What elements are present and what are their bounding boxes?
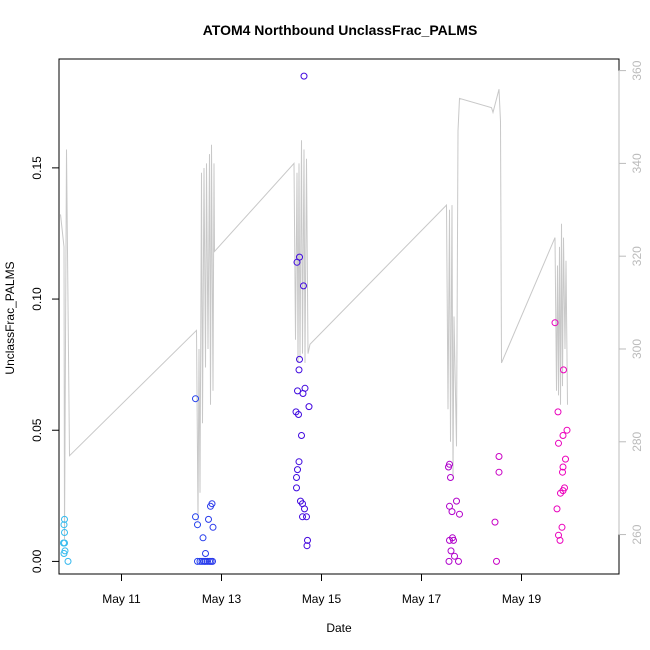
plot-area xyxy=(60,72,571,565)
data-point xyxy=(207,502,214,510)
data-point xyxy=(447,474,454,481)
x-axis-label: Date xyxy=(326,621,352,635)
data-point xyxy=(553,505,561,513)
data-point xyxy=(556,536,564,544)
y2-tick-label: 340 xyxy=(630,153,644,173)
data-point xyxy=(60,521,68,529)
data-point xyxy=(64,557,72,565)
data-point xyxy=(204,557,211,565)
data-point xyxy=(293,474,300,481)
data-point xyxy=(451,552,458,560)
y-tick-label: 0.05 xyxy=(30,418,44,442)
data-point xyxy=(447,547,455,555)
data-point xyxy=(495,468,503,476)
data-point xyxy=(293,258,301,266)
data-point xyxy=(304,536,311,544)
data-point xyxy=(294,466,301,474)
data-point xyxy=(298,432,305,439)
data-point xyxy=(491,518,499,526)
data-point xyxy=(296,355,303,363)
data-point xyxy=(202,550,209,557)
data-point xyxy=(209,523,217,531)
data-point xyxy=(192,513,199,521)
y-tick-label: 0.10 xyxy=(30,287,44,311)
data-point xyxy=(295,411,302,418)
y2-tick-label: 360 xyxy=(630,60,644,80)
data-point xyxy=(563,426,571,434)
data-point xyxy=(453,497,460,505)
data-point xyxy=(303,513,310,521)
data-point xyxy=(301,505,308,513)
data-point xyxy=(493,557,500,565)
y2-tick-label: 280 xyxy=(630,431,644,451)
data-point xyxy=(61,515,68,523)
x-tick-label: May 15 xyxy=(302,592,342,606)
data-point xyxy=(446,536,453,544)
data-point xyxy=(303,542,311,550)
x-tick-label: May 19 xyxy=(502,592,542,606)
data-point xyxy=(294,387,301,395)
data-point xyxy=(60,550,68,557)
y2-tick-label: 260 xyxy=(630,524,644,544)
data-point xyxy=(558,523,566,531)
data-point xyxy=(293,484,300,492)
y2-tick-label: 300 xyxy=(630,339,644,359)
data-point xyxy=(61,539,68,547)
data-point xyxy=(199,534,207,542)
data-point xyxy=(555,439,562,447)
data-point xyxy=(445,557,453,565)
data-point xyxy=(205,515,212,523)
data-point xyxy=(448,508,456,516)
y2-tick-label: 320 xyxy=(630,246,644,266)
data-point xyxy=(560,366,567,374)
data-point xyxy=(456,510,463,518)
data-point xyxy=(559,432,567,439)
data-point xyxy=(299,390,307,397)
data-point xyxy=(192,395,199,403)
data-point xyxy=(209,557,216,565)
x-tick-label: May 13 xyxy=(202,592,242,606)
x-tick-label: May 17 xyxy=(402,592,442,606)
data-point xyxy=(61,529,68,536)
y-tick-label: 0.15 xyxy=(30,156,44,180)
data-point xyxy=(559,463,567,471)
data-point xyxy=(194,521,201,529)
data-point xyxy=(455,557,462,565)
chart-title: ATOM4 Northbound UnclassFrac_PALMS xyxy=(203,22,478,38)
data-point xyxy=(300,282,307,290)
plot-frame xyxy=(58,58,620,575)
data-point xyxy=(559,468,566,476)
data-point xyxy=(300,72,308,80)
y-tick-label: 0.00 xyxy=(30,549,44,573)
data-point xyxy=(305,403,313,411)
data-point xyxy=(299,513,306,521)
data-point xyxy=(551,319,559,327)
data-point xyxy=(495,453,503,460)
altitude-line xyxy=(60,89,568,540)
data-point xyxy=(554,408,562,416)
x-tick-label: May 11 xyxy=(102,592,141,606)
y-axis-label: UnclassFrac_PALMS xyxy=(3,261,17,374)
axes: May 11 May 13 May 15 May 17 May 19 0.00 0.05 0.… xyxy=(30,60,644,606)
data-point xyxy=(450,536,457,544)
data-point xyxy=(557,489,564,497)
data-point xyxy=(295,366,303,374)
data-point xyxy=(562,455,569,463)
data-point xyxy=(295,458,303,466)
data-point xyxy=(445,463,452,471)
